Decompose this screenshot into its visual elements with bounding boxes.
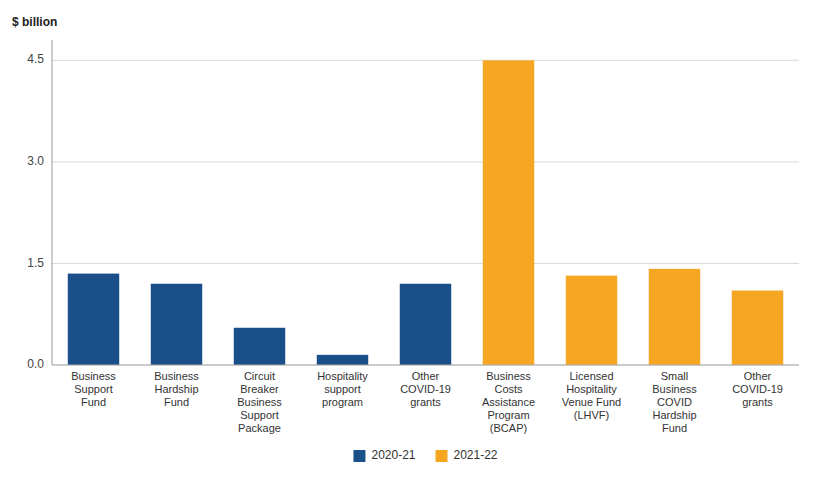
legend-label: 2020-21 [371, 448, 415, 462]
y-tick-label: 1.5 [27, 256, 44, 270]
bar [151, 284, 202, 365]
legend: 2020-21 2021-22 [353, 448, 497, 462]
bar [400, 284, 451, 365]
y-axis-line [52, 40, 53, 365]
legend-swatch [353, 450, 365, 462]
x-tick-label: BusinessHardshipFund [154, 370, 199, 408]
bar [317, 355, 368, 365]
x-tick-label: CircuitBreakerBusinessSupportPackage [237, 370, 282, 434]
y-tick-label: 4.5 [27, 52, 44, 66]
y-tick-label: 3.0 [27, 154, 44, 168]
bar [68, 274, 119, 365]
legend-swatch [436, 450, 448, 462]
x-tick-label: BusinessSupportFund [71, 370, 116, 408]
bar [649, 269, 700, 365]
x-tick-label: SmallBusinessCOVIDHardshipFund [652, 370, 697, 434]
bar [234, 328, 285, 365]
chart-container: 0.0 1.5 3.0 4.5 $ billion BusinessSupportFund… [0, 0, 819, 493]
bar [483, 60, 534, 365]
x-axis: BusinessSupportFund BusinessHardshipFund C… [71, 370, 783, 434]
x-tick-label: BusinessCostsAssistanceProgram(BCAP) [482, 370, 535, 434]
x-tick-label: OtherCOVID-19grants [732, 370, 783, 408]
x-tick-label: LicensedHospitalityVenue Fund(LHVF) [562, 370, 621, 421]
grid-line [52, 60, 799, 61]
x-tick-label: OtherCOVID-19grants [400, 370, 451, 408]
legend-item: 2020-21 [353, 448, 415, 462]
legend-item: 2021-22 [436, 448, 498, 462]
bar [732, 291, 783, 365]
bar [566, 276, 617, 365]
legend-label: 2021-22 [454, 448, 498, 462]
grid-line [52, 365, 799, 366]
x-tick-label: Hospitalitysupportprogram [317, 370, 368, 408]
grid-line [52, 263, 799, 264]
y-tick-label: 0.0 [27, 357, 44, 371]
chart: 0.0 1.5 3.0 4.5 $ billion BusinessSupportFund… [0, 0, 819, 493]
x-axis-line [52, 365, 799, 366]
y-axis: 0.0 1.5 3.0 4.5 [27, 40, 52, 371]
grid [52, 60, 799, 365]
grid-line [52, 161, 799, 162]
bars [68, 60, 783, 365]
y-axis-label: $ billion [12, 15, 57, 29]
